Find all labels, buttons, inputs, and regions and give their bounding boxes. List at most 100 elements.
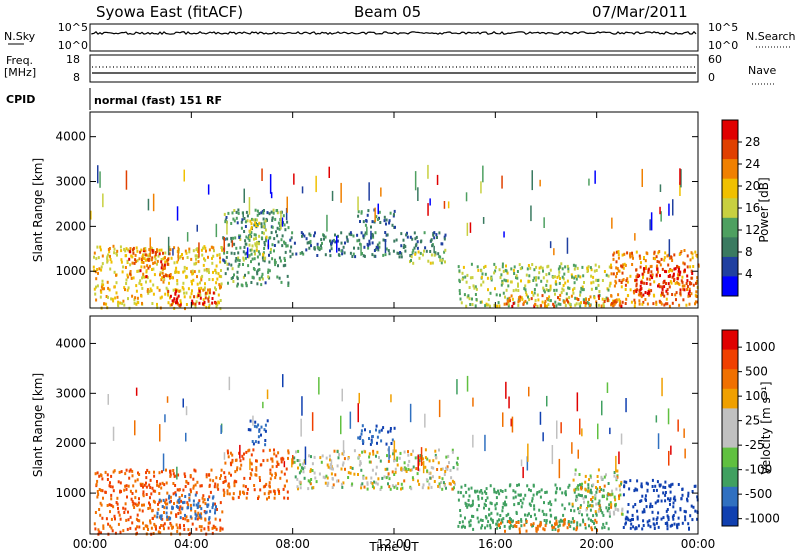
data-cell-3	[223, 212, 226, 216]
data-cell-4	[349, 471, 352, 475]
data-cell-8	[494, 265, 497, 269]
data-cell-0	[152, 283, 155, 287]
data-cell-8	[545, 288, 548, 292]
data-cell-10	[635, 250, 638, 254]
data-cell-2	[259, 479, 261, 482]
data-cell-6	[563, 507, 566, 511]
data-cell-0	[217, 272, 220, 276]
data-cell-3	[252, 442, 255, 446]
data-cell-10	[666, 302, 669, 306]
data-cell-0	[205, 473, 208, 477]
colorbar-swatch	[722, 178, 738, 199]
streak-cell	[414, 171, 417, 191]
data-cell-2	[259, 463, 262, 467]
data-cell-6	[464, 516, 466, 520]
streak-cell	[311, 412, 314, 431]
data-cell-2	[236, 468, 238, 472]
data-cell-2	[275, 454, 278, 458]
data-cell-9	[622, 526, 625, 529]
data-cell-8	[537, 298, 540, 302]
data-cell-8	[605, 273, 608, 277]
data-cell-9	[655, 518, 658, 521]
data-cell-0	[185, 291, 188, 295]
data-cell-1	[168, 252, 171, 256]
data-cell-8	[596, 487, 599, 491]
data-cell-8	[599, 486, 601, 489]
data-cell-8	[529, 266, 532, 270]
data-cell-10	[642, 300, 645, 304]
data-cell-0	[141, 482, 144, 486]
data-cell-4	[334, 473, 337, 477]
data-cell-0	[196, 517, 199, 521]
data-cell-0	[151, 268, 153, 271]
data-cell-5	[323, 237, 325, 241]
data-cell-0	[216, 508, 218, 511]
data-cell-0	[169, 474, 172, 478]
data-cell-2	[223, 471, 226, 475]
data-cell-0	[147, 528, 149, 531]
streak-cell	[556, 420, 558, 439]
data-cell-0	[150, 526, 153, 530]
data-cell-3	[247, 264, 250, 268]
data-cell-5	[309, 241, 312, 245]
data-cell-8	[526, 267, 529, 271]
data-cell-0	[94, 527, 97, 531]
streak-cell	[112, 426, 115, 441]
data-cell-8	[474, 304, 477, 308]
data-cell-8	[517, 284, 519, 288]
data-cell-4	[397, 482, 400, 486]
data-cell-6	[501, 490, 504, 493]
data-cell-8	[477, 268, 480, 272]
data-cell-0	[219, 299, 222, 302]
data-cell-0	[119, 481, 122, 485]
data-cell-0	[120, 260, 123, 264]
data-cell-2	[245, 496, 248, 500]
data-cell-0	[110, 503, 113, 507]
data-cell-9	[623, 484, 626, 488]
data-cell-0	[182, 517, 185, 521]
data-cell-4	[376, 450, 379, 454]
data-cell-4	[344, 467, 346, 471]
data-cell-0	[137, 503, 140, 507]
data-cell-6	[519, 493, 522, 497]
data-cell-2	[223, 493, 226, 497]
data-cell-0	[182, 488, 185, 492]
data-cell-3	[270, 210, 273, 214]
data-cell-0	[206, 291, 209, 295]
data-cell-8	[548, 295, 551, 299]
data-cell-9	[666, 508, 669, 511]
streak-cell	[417, 454, 419, 471]
data-cell-5	[309, 233, 312, 237]
data-cell-0	[97, 271, 99, 275]
data-cell-3	[247, 428, 250, 432]
data-cell-8	[502, 291, 505, 295]
data-cell-2	[262, 459, 265, 463]
data-cell-0	[198, 499, 201, 503]
data-cell-6	[469, 504, 472, 508]
data-cell-10	[683, 249, 686, 252]
data-cell-2	[222, 488, 225, 492]
streak-cell	[650, 212, 653, 231]
data-cell-8	[557, 302, 560, 306]
data-cell-8	[616, 508, 619, 512]
data-cell-8	[619, 488, 621, 492]
data-cell-4	[375, 472, 377, 476]
data-cell-0	[156, 259, 159, 263]
data-cell-6	[588, 524, 590, 528]
data-cell-2	[194, 302, 197, 306]
data-cell-9	[691, 490, 694, 493]
data-cell-4	[326, 484, 329, 487]
data-cell-7	[584, 523, 587, 526]
data-cell-5	[389, 427, 392, 430]
data-cell-8	[536, 293, 539, 297]
data-cell-10	[652, 293, 655, 297]
data-cell-7	[513, 524, 516, 528]
data-cell-5	[302, 232, 304, 236]
data-cell-6	[576, 521, 579, 525]
data-cell-0	[177, 512, 180, 515]
data-cell-6	[495, 502, 498, 506]
data-cell-8	[464, 275, 467, 279]
data-cell-6	[494, 503, 497, 507]
data-cell-5	[378, 241, 381, 245]
data-cell-2	[280, 460, 283, 464]
